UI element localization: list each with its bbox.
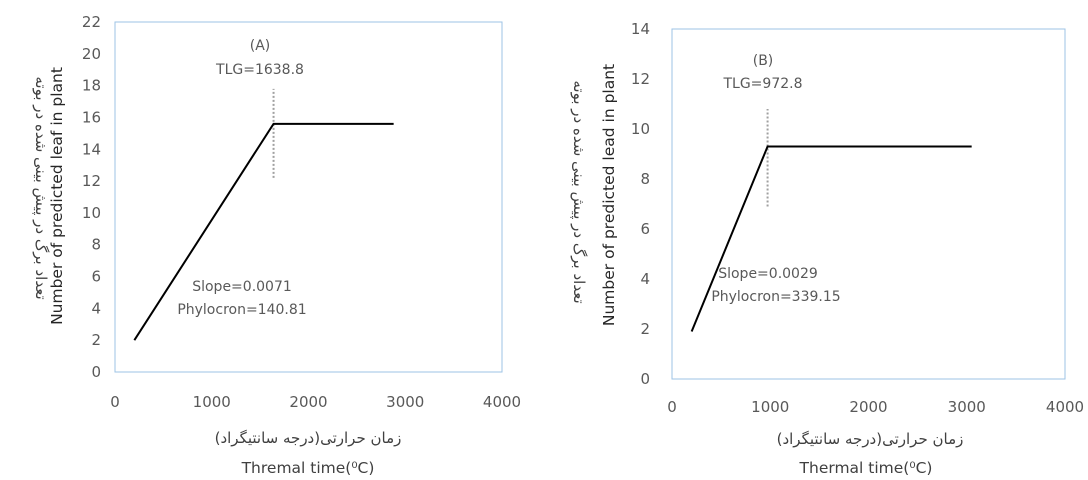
y-tick-label: 2 — [91, 331, 101, 349]
panel-a-label: (A) — [250, 38, 271, 54]
x-tick-label: 4000 — [1046, 398, 1084, 416]
y-tick-label: 0 — [640, 370, 650, 388]
chart-panel-b: 0 2 4 6 8 10 12 14 0 1000 2000 3000 4000 (B) TLG=97… — [569, 20, 1084, 477]
panel-a-y-tick-labels: 0 2 4 6 8 10 12 14 16 18 20 22 — [82, 13, 101, 381]
panel-b-label: (B) — [753, 53, 774, 69]
x-tick-label: 1000 — [751, 398, 789, 416]
panel-b-frame — [671, 28, 1066, 380]
y-tick-label: 22 — [82, 13, 101, 31]
panel-a-x-axis-label-english: Thremal time(⁰C) — [241, 459, 375, 477]
y-tick-label: 4 — [91, 299, 101, 317]
panel-b-phylocron-annotation: Phylocron=339.15 — [711, 289, 840, 305]
x-tick-label: 3000 — [386, 393, 424, 411]
y-tick-label: 10 — [82, 204, 101, 222]
panel-a-y-axis-label-persian: تعداد برگ در پیش بینی شده در بوته — [31, 76, 50, 299]
panel-a-x-tick-labels: 0 1000 2000 3000 4000 — [110, 393, 521, 411]
panel-b-series-line — [690, 145, 972, 332]
panel-a-frame — [114, 21, 503, 373]
panel-b-x-axis-label-english: Thermal time(⁰C) — [799, 459, 933, 477]
y-tick-label: 16 — [82, 108, 101, 126]
y-tick-label: 8 — [91, 236, 101, 254]
y-tick-label: 2 — [640, 320, 650, 338]
x-tick-label: 3000 — [948, 398, 986, 416]
panel-a-x-axis-label-persian: زمان حرارتی(درجه سانتیگراد) — [215, 429, 402, 447]
panel-a-series-line — [133, 122, 394, 341]
y-tick-label: 8 — [640, 170, 650, 188]
panel-a-y-axis-label-english: Number of predicted leaf in plant — [48, 67, 66, 325]
y-tick-label: 10 — [631, 120, 650, 138]
x-tick-label: 2000 — [849, 398, 887, 416]
x-tick-label: 1000 — [193, 393, 231, 411]
chart-panel-a: 0 2 4 6 8 10 12 14 16 18 20 22 0 1000 2000 3000 4000 (A… — [31, 13, 521, 477]
panel-b-y-axis-label-english: Number of predicted lead in plant — [600, 64, 618, 326]
y-tick-label: 14 — [631, 20, 650, 38]
y-tick-label: 12 — [82, 172, 101, 190]
y-tick-label: 20 — [82, 45, 101, 63]
panel-a-phylocron-annotation: Phylocron=140.81 — [177, 302, 306, 318]
y-tick-label: 6 — [91, 268, 101, 286]
y-tick-label: 6 — [640, 220, 650, 238]
x-tick-label: 0 — [110, 393, 120, 411]
panel-a-slope-annotation: Slope=0.0071 — [192, 279, 292, 295]
panel-b-y-tick-labels: 0 2 4 6 8 10 12 14 — [631, 20, 650, 388]
panel-b-x-tick-labels: 0 1000 2000 3000 4000 — [667, 398, 1084, 416]
x-tick-label: 0 — [667, 398, 677, 416]
y-tick-label: 4 — [640, 270, 650, 288]
panel-b-tlg-annotation: TLG=972.8 — [722, 76, 802, 92]
panel-b-y-axis-label-persian: تعداد برگ در پیش بینی شده در بوته — [569, 80, 588, 303]
y-tick-label: 0 — [91, 363, 101, 381]
panel-b-slope-annotation: Slope=0.0029 — [718, 266, 818, 282]
y-tick-label: 18 — [82, 77, 101, 95]
panel-a-tlg-annotation: TLG=1638.8 — [215, 62, 304, 78]
x-tick-label: 4000 — [483, 393, 521, 411]
panel-b-x-axis-label-persian: زمان حرارتی(درجه سانتیگراد) — [777, 430, 964, 448]
x-tick-label: 2000 — [289, 393, 327, 411]
y-tick-label: 14 — [82, 140, 101, 158]
y-tick-label: 12 — [631, 70, 650, 88]
